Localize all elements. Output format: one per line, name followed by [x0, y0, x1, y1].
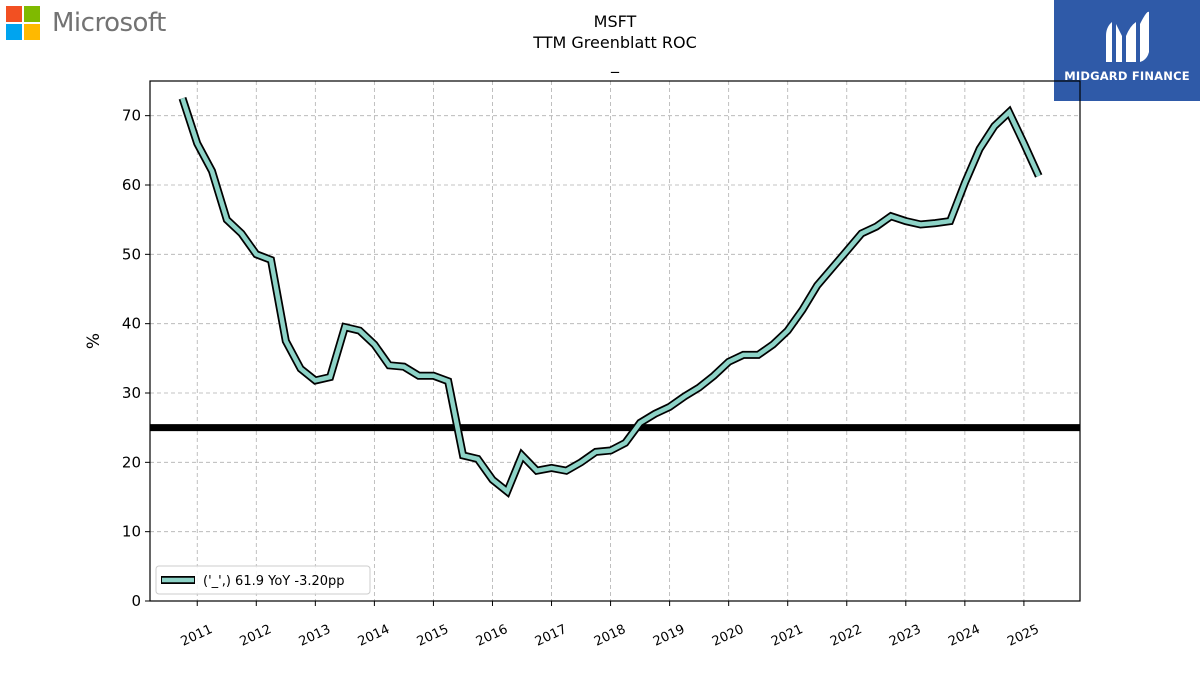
y-tick-label: 10: [122, 523, 141, 541]
y-tick-label: 0: [131, 592, 141, 610]
ms-square-yellow: [24, 24, 40, 40]
midgard-finance-logo: MIDGARD FINANCE: [1054, 0, 1200, 101]
midgard-emblem-icon: [1106, 11, 1149, 62]
x-tick-label: 2019: [651, 622, 687, 650]
y-tick-label: 60: [122, 176, 141, 194]
series-line: [180, 97, 1041, 496]
plot-frame: [149, 80, 1081, 602]
midgard-finance-text: MIDGARD FINANCE: [1064, 69, 1190, 83]
legend-box: [155, 565, 371, 595]
ms-square-blue: [6, 24, 22, 40]
ms-square-green: [24, 6, 40, 22]
y-tick-label: 40: [122, 315, 141, 333]
x-tick-label: 2012: [238, 622, 274, 650]
x-tick-label: 2013: [297, 622, 333, 650]
x-tick-label: 2011: [179, 622, 215, 650]
x-tick-label: 2018: [592, 622, 628, 650]
legend-label: ('_',) 61.9 YoY -3.20pp: [203, 574, 345, 589]
chart-title-ticker: MSFT: [593, 12, 637, 31]
y-tick-label: 30: [122, 384, 141, 402]
x-tick-label: 2024: [946, 622, 982, 650]
y-axis-label: %: [84, 333, 104, 349]
x-tick-label: 2016: [474, 622, 510, 650]
x-tick-label: 2025: [1005, 622, 1041, 650]
microsoft-squares-icon: [6, 6, 40, 40]
x-tick-label: 2022: [828, 622, 864, 650]
y-tick-label: 20: [122, 453, 141, 471]
y-tick-label: 50: [122, 245, 141, 263]
chart-title: MSFT TTM Greenblatt ROC _: [0, 11, 1200, 74]
y-tick-label: 70: [122, 107, 141, 125]
chart-title-subtitle: _: [611, 54, 619, 73]
chart-title-metric: TTM Greenblatt ROC: [533, 33, 697, 52]
x-tick-label: 2015: [415, 622, 451, 650]
x-tick-label: 2023: [887, 622, 923, 650]
x-tick-label: 2014: [356, 622, 392, 650]
x-tick-label: 2021: [769, 622, 805, 650]
microsoft-logo: Microsoft: [6, 6, 166, 40]
x-tick-label: 2020: [710, 622, 746, 650]
x-tick-label: 2017: [533, 622, 569, 650]
ms-square-red: [6, 6, 22, 22]
microsoft-logo-text: Microsoft: [52, 8, 166, 38]
